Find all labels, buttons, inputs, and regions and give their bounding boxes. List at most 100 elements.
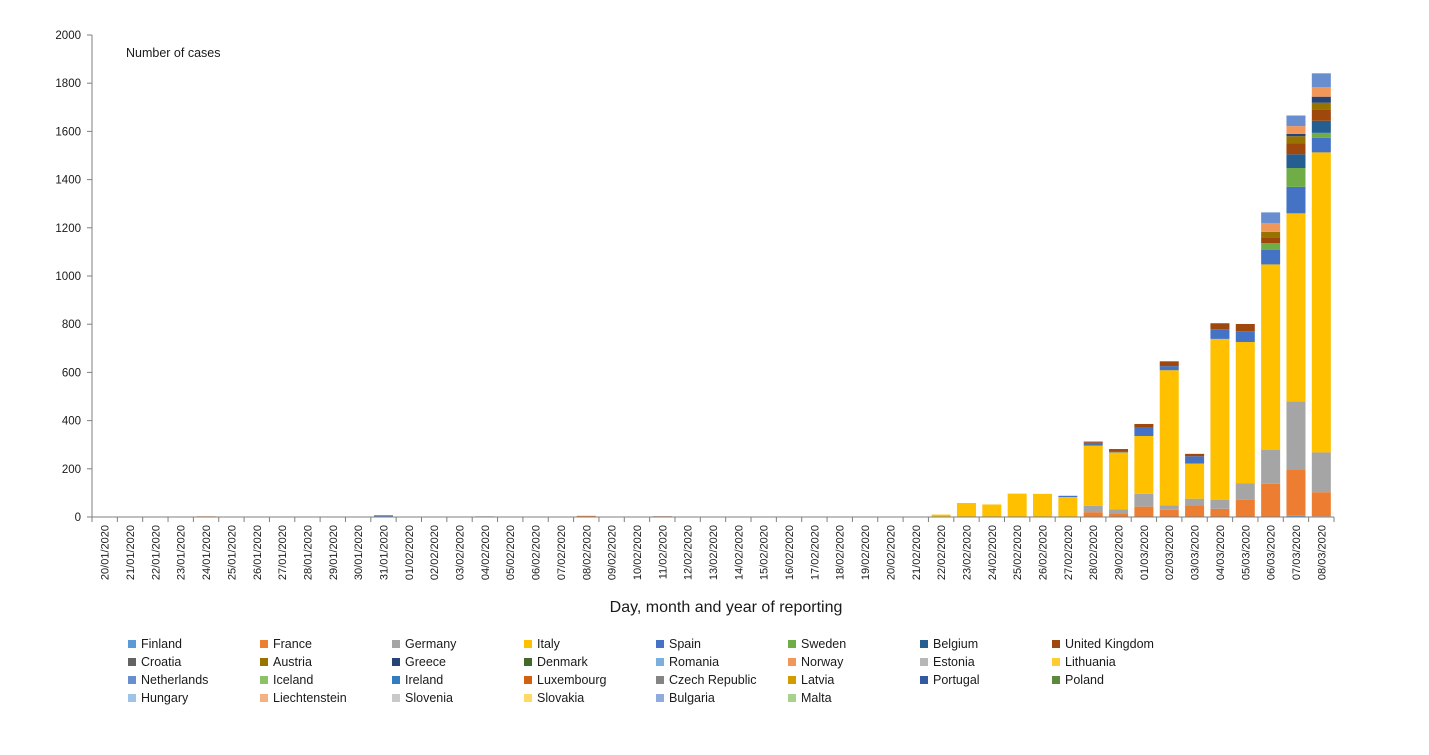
- y-tick-label: 1000: [55, 271, 81, 283]
- legend-swatch: [128, 658, 136, 666]
- x-tick-label: 16/02/2020: [784, 525, 796, 580]
- legend-label: France: [273, 637, 312, 651]
- bar-segment-spain-47: [1286, 186, 1306, 214]
- x-tick-label: 13/02/2020: [708, 525, 720, 580]
- stacked-bar-chart: 0 200 400 600 800 1000 1200 1400 1600 1800 2000 20/…: [55, 30, 1335, 616]
- x-tick-label: 24/02/2020: [987, 525, 999, 580]
- bar-segment-germany-43: [1185, 498, 1205, 506]
- x-tick-label: 10/02/2020: [632, 525, 644, 580]
- legend-swatch: [128, 676, 136, 684]
- legend-swatch: [656, 676, 664, 684]
- y-tick-label: 400: [62, 416, 81, 428]
- legend-item-estonia: Estonia: [920, 655, 975, 669]
- legend-item-bulgaria: Bulgaria: [656, 691, 715, 705]
- bar-segment-netherlands-46: [1261, 212, 1281, 223]
- legend-label: Italy: [537, 637, 560, 651]
- x-tick-label: 20/02/2020: [885, 525, 897, 580]
- legend-label: Slovakia: [537, 691, 585, 705]
- bar-segment-italy-43: [1185, 463, 1205, 499]
- legend-swatch: [788, 694, 796, 702]
- bar-segment-italy-47: [1286, 213, 1306, 402]
- legend-item-united-kingdom: United Kingdom: [1052, 637, 1154, 651]
- legend-label: Germany: [405, 637, 457, 651]
- legend-item-spain: Spain: [656, 637, 701, 651]
- legend-item-slovakia: Slovakia: [524, 691, 584, 705]
- x-tick-label: 21/02/2020: [911, 525, 923, 580]
- bar-segment-italy-44: [1210, 338, 1230, 500]
- x-tick-label: 11/02/2020: [657, 525, 669, 579]
- bar-segment-united-kingdom-11: [373, 515, 393, 516]
- legend-swatch: [128, 640, 136, 648]
- x-tick-label: 07/02/2020: [556, 525, 568, 580]
- legend-swatch: [788, 640, 796, 648]
- legend-item-austria: Austria: [260, 655, 312, 669]
- x-tick-label: 02/03/2020: [1164, 525, 1176, 580]
- x-tick-label: 03/03/2020: [1190, 525, 1202, 580]
- x-tick-label: 20/01/2020: [100, 525, 112, 580]
- x-tick-label: 18/02/2020: [835, 525, 847, 580]
- x-tick-label: 08/02/2020: [581, 525, 593, 580]
- legend-label: Latvia: [801, 673, 835, 687]
- legend-item-malta: Malta: [788, 691, 832, 705]
- legend-label: Bulgaria: [669, 691, 715, 705]
- x-tick-label: 23/01/2020: [176, 525, 188, 580]
- legend-swatch: [656, 640, 664, 648]
- legend-item-croatia: Croatia: [128, 655, 181, 669]
- bar-segment-france-40: [1109, 513, 1129, 517]
- legend-swatch: [524, 658, 532, 666]
- legend-item-norway: Norway: [788, 655, 843, 669]
- bar-segment-norway-46: [1261, 222, 1281, 232]
- bar-segment-spain-48: [1311, 137, 1331, 153]
- legend-item-france: France: [260, 637, 312, 651]
- x-tick-label: 14/02/2020: [733, 525, 745, 580]
- x-tick-label: 24/01/2020: [201, 525, 213, 580]
- legend-item-luxembourg: Luxembourg: [524, 673, 607, 687]
- legend-label: Netherlands: [141, 673, 209, 687]
- legend-label: Ireland: [405, 673, 444, 687]
- bar-segment-germany-46: [1261, 450, 1281, 484]
- bar-segment-france-19: [576, 515, 596, 517]
- x-tick-label: 22/02/2020: [936, 525, 948, 580]
- legend-swatch: [392, 658, 400, 666]
- legend-item-hungary: Hungary: [128, 691, 188, 705]
- x-tick-label: 26/02/2020: [1038, 525, 1050, 580]
- bar-segment-france-48: [1311, 492, 1331, 517]
- bar-segment-united-kingdom-39: [1083, 441, 1103, 443]
- bar-segment-netherlands-48: [1311, 73, 1331, 88]
- bar-segment-united-kingdom-43: [1185, 453, 1205, 457]
- bar-segment-spain-11: [373, 515, 393, 517]
- bar-segment-italy-33: [931, 514, 951, 517]
- legend-swatch: [788, 658, 796, 666]
- y-axis-label: Number of cases: [126, 46, 220, 60]
- bar-segment-united-kingdom-44: [1210, 323, 1230, 330]
- legend-item-latvia: Latvia: [788, 673, 834, 687]
- bar-segment-italy-45: [1235, 342, 1255, 484]
- legend-swatch: [920, 640, 928, 648]
- x-tick-label: 12/02/2020: [683, 525, 695, 580]
- bar-segment-italy-38: [1058, 497, 1078, 517]
- legend-item-netherlands: Netherlands: [128, 673, 208, 687]
- legend-swatch: [524, 640, 532, 648]
- legend-label: Greece: [405, 655, 446, 669]
- legend-item-sweden: Sweden: [788, 637, 846, 651]
- bar-segment-italy-41: [1134, 436, 1154, 494]
- bar-segment-italy-39: [1083, 445, 1103, 506]
- legend-swatch: [920, 658, 928, 666]
- bar-segment-italy-48: [1311, 152, 1331, 453]
- legend-swatch: [260, 640, 268, 648]
- legend-label: Finland: [141, 637, 182, 651]
- bars-layer: [196, 73, 1331, 518]
- bar-segment-spain-44: [1210, 329, 1230, 339]
- x-tick-label: 21/01/2020: [125, 525, 137, 580]
- bar-segment-united-kingdom-47: [1286, 143, 1306, 155]
- bar-segment-france-44: [1210, 508, 1230, 517]
- bar-segment-spain-43: [1185, 456, 1205, 464]
- legend-item-denmark: Denmark: [524, 655, 588, 669]
- x-tick-label: 27/01/2020: [277, 525, 289, 580]
- x-tick-label: 19/02/2020: [860, 525, 872, 580]
- legend-label: Sweden: [801, 637, 847, 651]
- bar-segment-spain-38: [1058, 495, 1078, 497]
- bar-segment-united-kingdom-40: [1109, 449, 1129, 452]
- y-tick-label: 600: [62, 367, 81, 379]
- legend-label: Romania: [669, 655, 720, 669]
